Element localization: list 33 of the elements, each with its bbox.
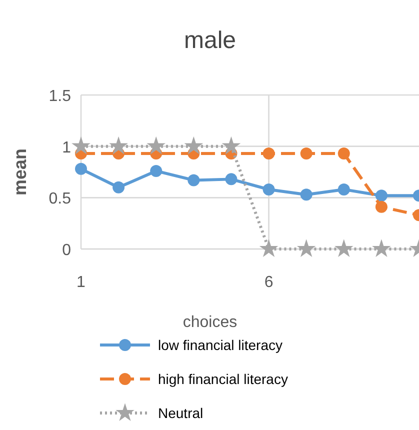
point — [112, 181, 125, 194]
legend-label: Neutral — [158, 405, 204, 421]
point — [300, 188, 312, 201]
point — [338, 183, 350, 196]
point — [262, 183, 275, 196]
point — [259, 239, 278, 258]
y-axis-title: mean — [10, 148, 30, 196]
y-tick-label: 0 — [62, 242, 72, 259]
legend-label: high financial literacy — [158, 371, 288, 387]
point — [109, 136, 128, 154]
point — [372, 239, 391, 258]
point — [184, 136, 204, 154]
point — [72, 136, 90, 154]
chart-title: male — [184, 27, 236, 54]
point — [222, 136, 241, 154]
point — [262, 148, 275, 160]
point — [296, 239, 316, 258]
point — [338, 148, 350, 160]
point — [188, 174, 200, 186]
legend-label: low financial literacy — [158, 337, 282, 353]
x-tick-label: 6 — [264, 274, 274, 291]
point — [375, 200, 388, 213]
y-tick-label: 0.5 — [48, 190, 72, 208]
point — [300, 148, 312, 160]
point — [150, 164, 162, 177]
x-axis-title: choices — [182, 314, 238, 331]
point — [375, 190, 388, 202]
point — [146, 136, 166, 154]
y-tick-label: 1.5 — [48, 88, 72, 105]
point — [334, 239, 354, 258]
point — [75, 162, 87, 175]
point — [225, 173, 238, 186]
y-tick-label: 1 — [62, 139, 72, 156]
